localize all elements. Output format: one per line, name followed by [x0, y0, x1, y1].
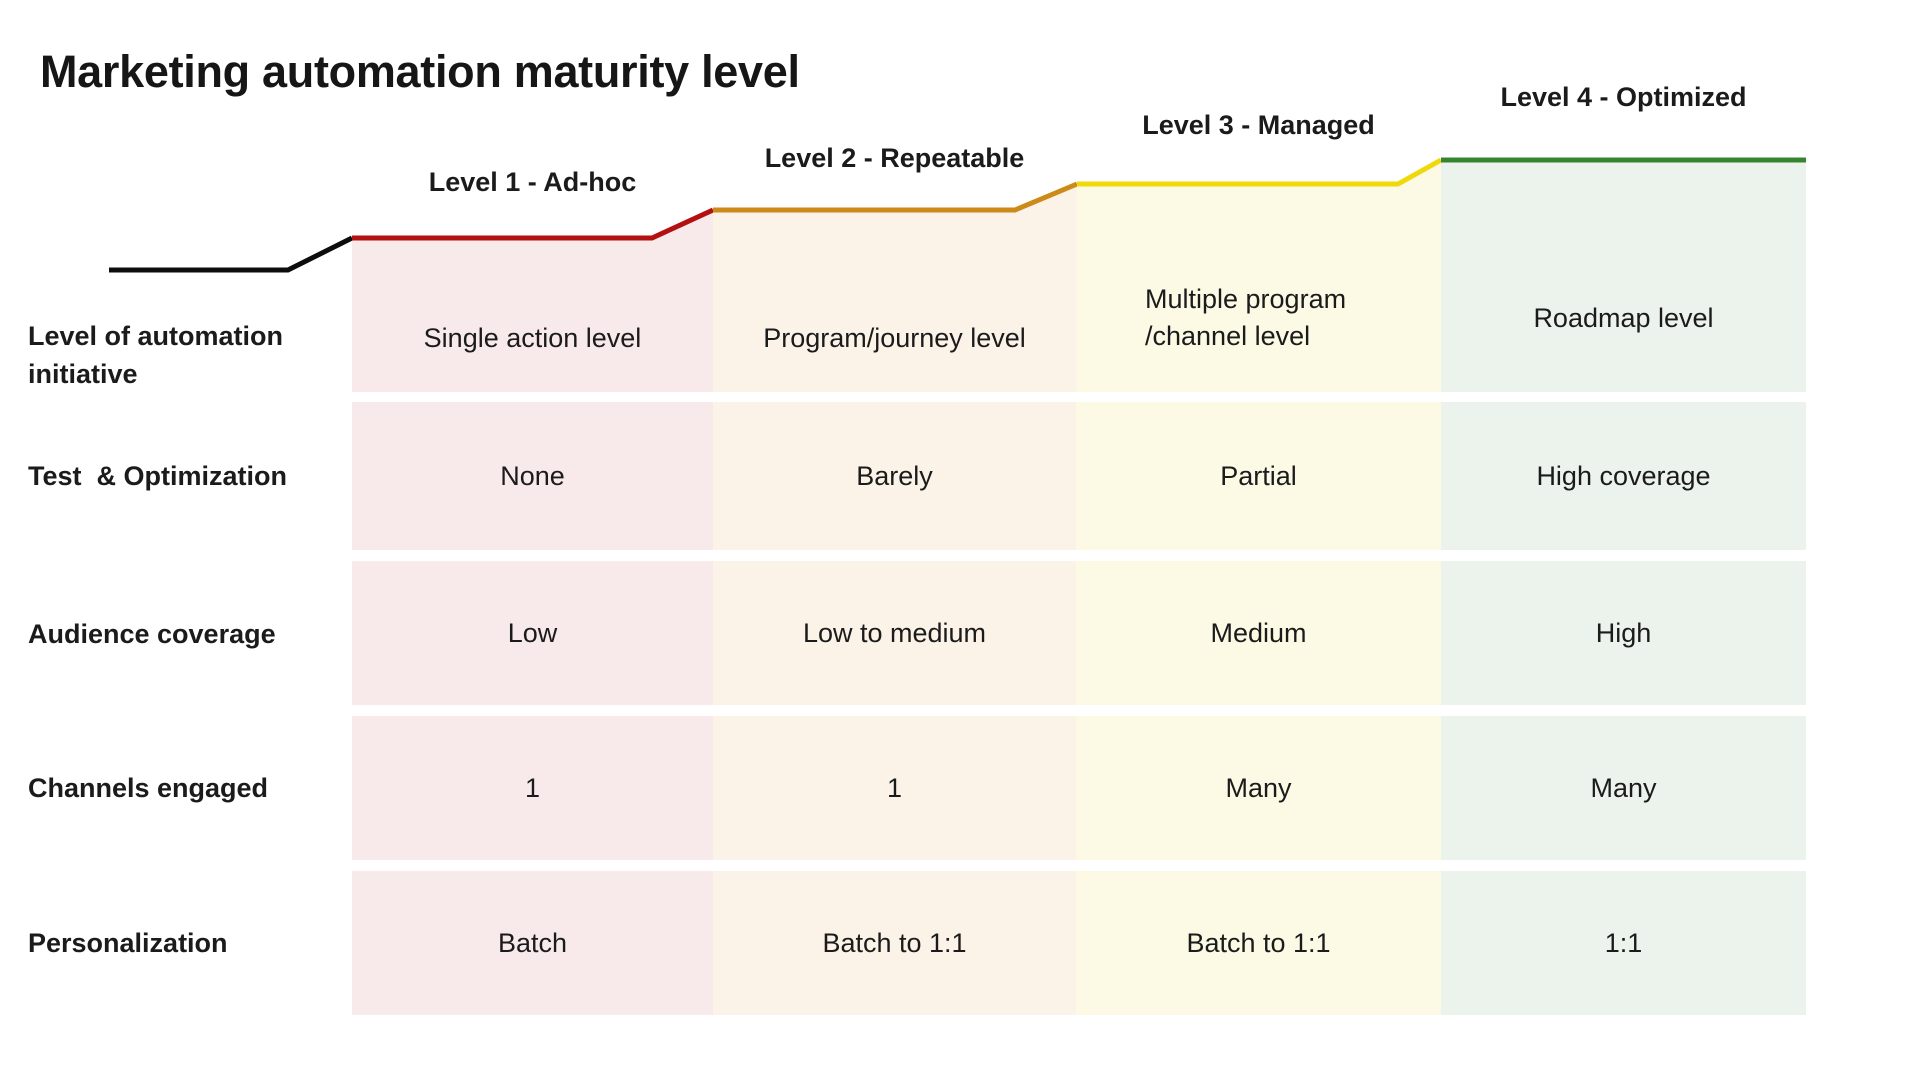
cell-channels-level1: 1: [352, 716, 713, 860]
cell-test-level3: Partial: [1076, 402, 1441, 550]
step-line-level3: [1077, 157, 1443, 187]
level3-label: Level 3 - Managed: [1142, 109, 1375, 140]
level3-header-cell-bg: [1077, 162, 1441, 392]
cell-initiative-level4: Roadmap level: [1533, 302, 1714, 333]
level4-header-cell-bg: [1441, 162, 1806, 392]
row-label-channels-engaged: Channels engaged: [28, 772, 269, 803]
row-label-automation-initiative: Level of automation initiative: [28, 321, 284, 389]
level1-label: Level 1 - Ad-hoc: [428, 166, 637, 197]
step-line-intro: [109, 235, 354, 273]
cell-test-level4: High coverage: [1441, 402, 1806, 550]
cell-test-level1: None: [352, 402, 713, 550]
cell-test-level2: Barely: [713, 402, 1076, 550]
cell-audience-level1: Low: [352, 561, 713, 705]
cell-audience-level3: Medium: [1076, 561, 1441, 705]
level2-label: Level 2 - Repeatable: [764, 142, 1025, 173]
cell-personalization-level4: 1:1: [1441, 871, 1806, 1015]
cell-personalization-level1: Batch: [352, 871, 713, 1015]
row-label-test-optimization: Test & Optimization: [28, 460, 288, 491]
level1-header-cell-bg: [352, 212, 713, 392]
cell-channels-level2: 1: [713, 716, 1076, 860]
level4-label: Level 4 - Optimized: [1500, 81, 1747, 112]
step-line-level1: [352, 207, 715, 241]
cell-initiative-level1: Single action level: [423, 322, 642, 353]
cell-initiative-level3: Multiple program /channel level: [1145, 284, 1347, 351]
cell-channels-level3: Many: [1076, 716, 1441, 860]
cell-initiative-level2: Program/journey level: [763, 322, 1026, 353]
page-title: Marketing automation maturity level: [40, 46, 800, 97]
row-label-personalization: Personalization: [28, 927, 228, 958]
row-label-audience-coverage: Audience coverage: [28, 618, 276, 649]
cell-channels-level4: Many: [1441, 716, 1806, 860]
cell-personalization-level3: Batch to 1:1: [1076, 871, 1441, 1015]
level2-header-cell-bg: [713, 186, 1077, 392]
cell-audience-level2: Low to medium: [713, 561, 1076, 705]
cell-personalization-level2: Batch to 1:1: [713, 871, 1076, 1015]
cell-audience-level4: High: [1441, 561, 1806, 705]
step-line-level2: [713, 181, 1078, 213]
